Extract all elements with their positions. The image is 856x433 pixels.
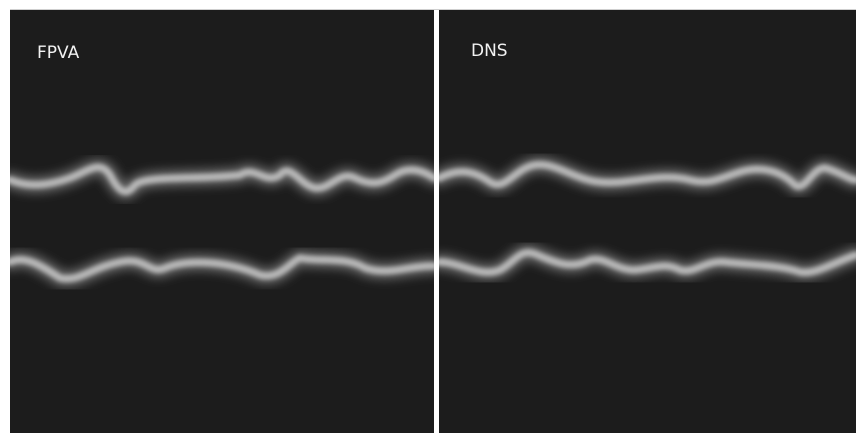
panel-label: FPVA: [37, 43, 80, 63]
panel-right: [439, 9, 856, 433]
panel-label: DNS: [471, 41, 508, 61]
page: FPVA DNS (() => { const data = JSON.pars…: [0, 0, 856, 433]
figure: FPVA DNS: [0, 0, 856, 433]
panel-left: [10, 9, 434, 433]
